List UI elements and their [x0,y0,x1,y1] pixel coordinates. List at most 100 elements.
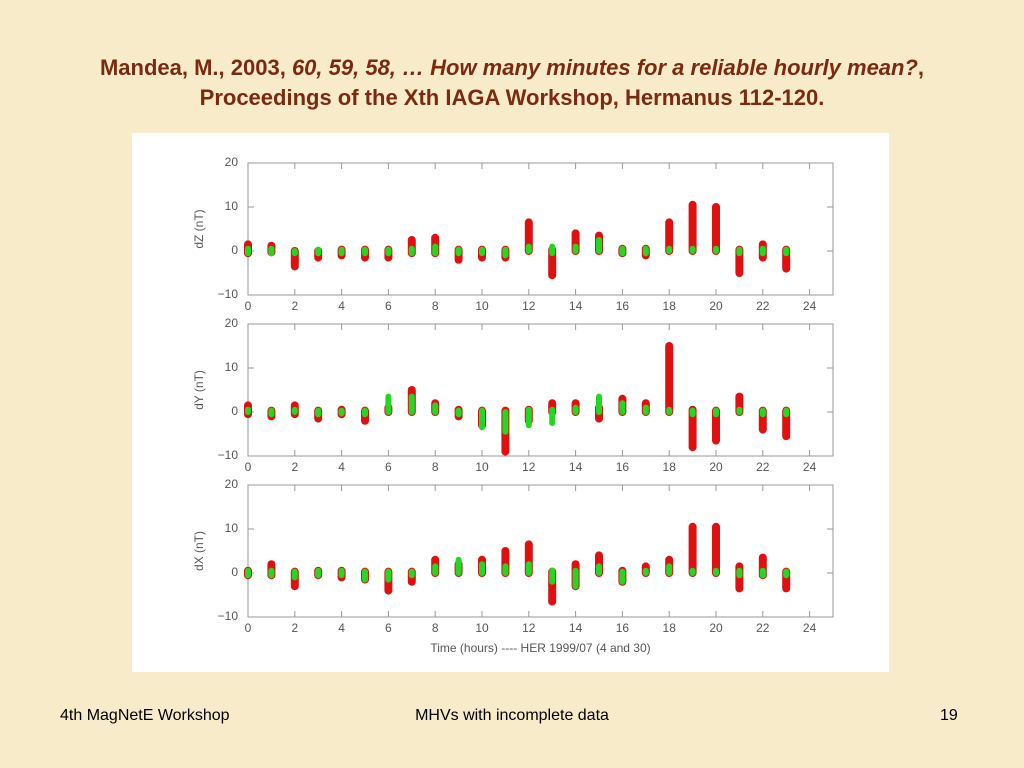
x-tick-label: 8 [432,460,439,474]
green-range [479,407,485,431]
x-tick-label: 2 [291,621,298,635]
green-range [666,563,673,576]
green-range [291,248,298,257]
green-range [596,393,602,415]
x-tick-label: 14 [569,460,583,474]
green-range [479,246,485,257]
y-tick-label: 10 [225,521,239,535]
green-range [759,407,766,418]
y-tick-label: 10 [225,360,239,374]
red-range [688,405,697,452]
green-range [408,393,415,415]
green-range [245,567,251,579]
red-range [665,218,674,255]
green-range [502,563,509,576]
x-tick-label: 0 [245,299,252,313]
footer-left: 4th MagNetE Workshop [60,707,230,724]
green-range [783,568,790,579]
x-tick-label: 12 [522,621,536,635]
green-range [572,404,579,415]
footer-right: 19 [940,707,958,724]
green-range [385,393,392,415]
x-tick-label: 0 [245,460,252,474]
green-range [291,406,298,415]
x-tick-label: 18 [663,460,677,474]
red-range [712,203,720,255]
y-tick-label: −10 [218,287,239,301]
green-range [713,567,719,576]
x-tick-label: 20 [709,460,723,474]
green-range [408,568,415,579]
y-tick-label: 0 [231,404,238,418]
green-range [432,563,439,576]
x-tick-label: 24 [803,621,817,635]
green-range [596,237,602,254]
x-tick-label: 22 [756,299,770,313]
green-range [268,245,275,257]
green-range [408,245,415,257]
x-tick-label: 2 [291,299,298,313]
x-tick-label: 6 [385,299,392,313]
green-range [736,246,743,257]
x-tick-label: 2 [291,460,298,474]
green-range [619,400,626,415]
green-range [315,407,322,418]
y-tick-label: 20 [225,155,239,169]
plot-frame [247,323,834,457]
green-range [315,246,322,257]
green-range [736,406,743,415]
x-tick-label: 14 [569,299,583,313]
green-range [385,246,392,257]
x-tick-label: 24 [803,299,817,313]
y-tick-label: 0 [231,243,238,257]
green-range [268,567,275,579]
x-tick-label: 16 [616,460,630,474]
title-line-2: Proceedings of the Xth IAGA Workshop, He… [199,85,825,110]
green-range [759,245,766,257]
x-tick-label: 18 [663,299,677,313]
green-range [245,406,251,415]
y-tick-label: 10 [225,199,239,213]
x-tick-label: 16 [616,299,630,313]
y-axis-label: dZ (nT) [192,209,206,248]
green-range [502,246,509,259]
green-range [549,406,556,426]
green-range [689,245,696,254]
green-range [572,567,579,590]
green-range [525,243,532,254]
x-tick-label: 12 [522,299,536,313]
green-range [362,246,368,257]
green-range [689,407,696,418]
x-tick-label: 4 [338,460,345,474]
figure-background [132,133,889,672]
green-range [268,407,275,418]
green-range [338,407,345,417]
y-tick-label: −10 [218,448,239,462]
x-tick-label: 14 [569,621,583,635]
title-italic: 60, 59, 58, … How many minutes for a rel… [291,55,918,80]
green-range [432,402,439,415]
green-range [713,245,719,254]
y-axis-label: dX (nT) [192,531,206,571]
red-range [665,342,674,416]
green-range [455,246,462,257]
green-range [642,567,649,576]
green-range [291,568,298,581]
x-tick-label: 10 [475,460,489,474]
x-tick-label: 4 [338,621,345,635]
x-tick-label: 8 [432,621,439,635]
title-line-1: Mandea, M., 2003, 60, 59, 58, … How many… [0,55,1024,81]
green-range [362,568,368,583]
x-tick-label: 12 [522,460,536,474]
x-tick-label: 18 [663,621,677,635]
y-tick-label: −10 [218,609,239,623]
green-range [455,407,462,418]
x-tick-label: 16 [616,621,630,635]
green-range [338,567,345,579]
green-range [455,556,462,576]
x-tick-label: 6 [385,460,392,474]
x-tick-label: 10 [475,621,489,635]
green-range [549,243,556,257]
footer-center: MHVs with incomplete data [415,707,609,724]
